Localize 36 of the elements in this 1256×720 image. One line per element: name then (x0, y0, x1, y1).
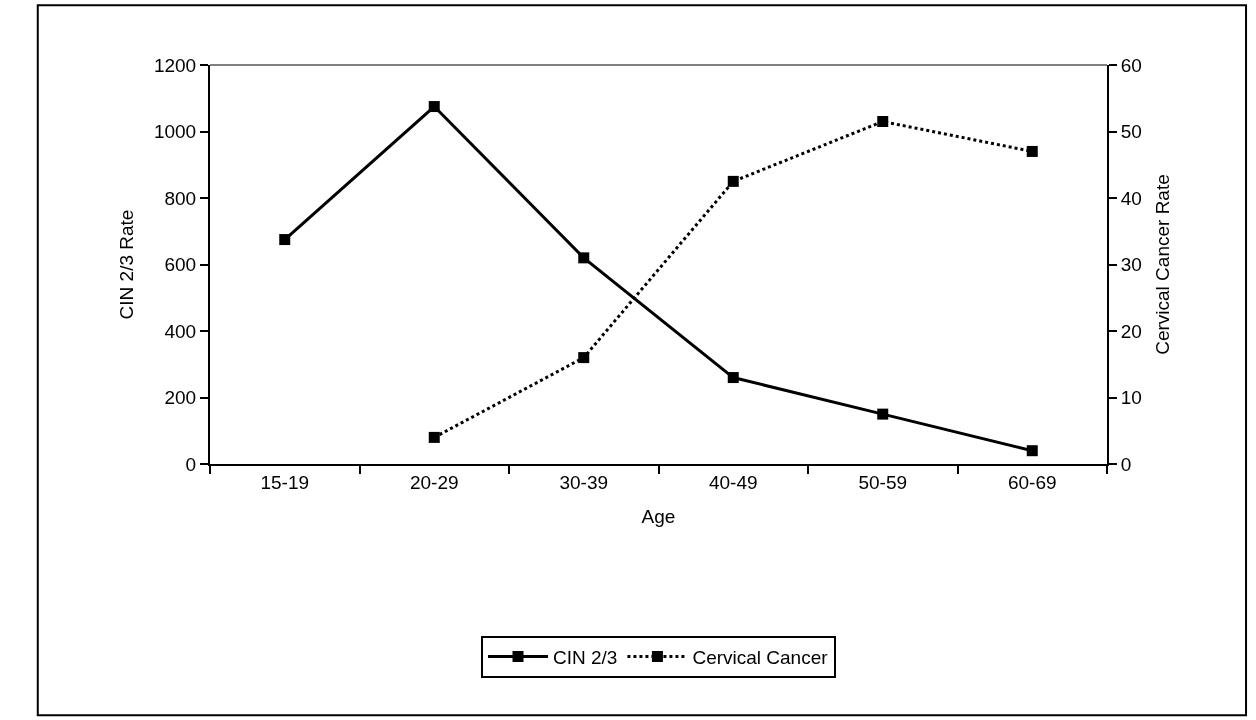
y-axis-title: CIN 2/3 Rate (116, 209, 138, 320)
point (428, 101, 440, 113)
point (727, 372, 739, 384)
y2-axis-title: Cervical Cancer Rate (1152, 174, 1174, 355)
x-tick-label: 15-19 (260, 471, 310, 493)
y2-tick-label: 30 (1120, 254, 1142, 276)
y-tick-label: 800 (164, 187, 197, 209)
point (727, 175, 739, 187)
y2-tick-label: 40 (1120, 187, 1142, 209)
y2-tick-label: 50 (1120, 121, 1142, 143)
y2-tick-label: 20 (1120, 320, 1142, 342)
y-tick-label: 600 (164, 254, 197, 276)
y2-tick-label: 0 (1120, 453, 1132, 475)
y-tick-label: 400 (164, 320, 197, 342)
y2-tick-label: 60 (1120, 54, 1142, 76)
x-tick-label: 20-29 (409, 471, 459, 493)
point (578, 352, 590, 364)
point (877, 116, 889, 128)
point (279, 234, 291, 246)
y2-tick-label: 10 (1120, 387, 1142, 409)
x-tick-label: 60-69 (1007, 471, 1057, 493)
y-tick-label: 1000 (153, 121, 197, 143)
x-tick-label: 50-59 (858, 471, 908, 493)
legend-label: CIN 2/3 (553, 646, 618, 668)
point (1026, 445, 1038, 457)
x-tick-label: 30-39 (559, 471, 609, 493)
y-tick-label: 1200 (153, 54, 197, 76)
point (428, 431, 440, 443)
y-tick-label: 0 (185, 453, 197, 475)
point (578, 252, 590, 264)
point (1026, 145, 1038, 157)
x-tick-label: 40-49 (708, 471, 758, 493)
legend-label: Cervical Cancer (692, 646, 829, 668)
point (877, 408, 889, 420)
y-tick-label: 200 (164, 387, 197, 409)
x-axis-title: Age (641, 506, 676, 528)
